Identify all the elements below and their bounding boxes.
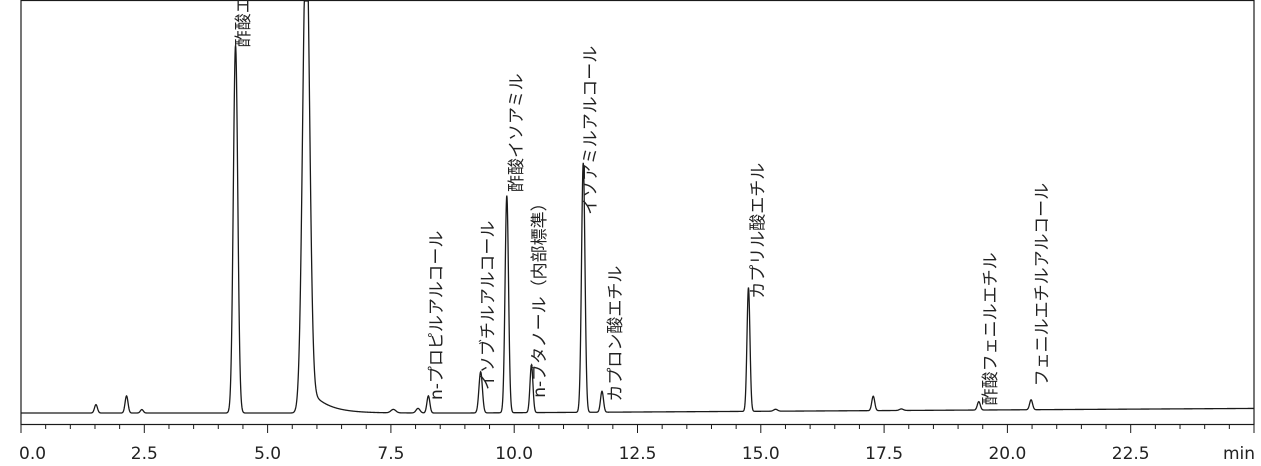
x-axis: 0.0 2.5 5.0 7.5 10.0 12.5 15.0 17.5 20.0 22.5	[19, 424, 1255, 464]
peak-label: 酢酸イソアミル	[507, 73, 527, 192]
x-tick-label: 17.5	[865, 444, 903, 464]
plot-frame	[20, 0, 1255, 426]
chromatogram-trace	[21, 0, 1254, 414]
peak-label: n-プロピルアルコール	[427, 231, 447, 400]
x-tick-label: 5.0	[254, 444, 281, 464]
peak-label: 酢酸エチル	[234, 0, 254, 47]
x-tick-label: 22.5	[1112, 444, 1150, 464]
x-tick-label: 12.5	[619, 444, 657, 464]
peak-label: カプロン酸エチル	[606, 266, 626, 402]
peak-label: n-ブタノール（内部標準）	[529, 194, 550, 397]
peak-label: イソブチルアルコール	[478, 221, 499, 391]
peak-label: 酢酸フェニルエチル	[981, 252, 1001, 405]
peak-label: イソアミルアルコール	[581, 46, 601, 215]
trace-layer	[21, 0, 1254, 414]
x-tick-label: 0.0	[19, 444, 46, 464]
x-tick-label: 7.5	[377, 444, 404, 464]
x-unit-label: min	[1223, 444, 1255, 464]
peak-label: フェニルエチルアルコール	[1032, 183, 1052, 387]
x-tick-label: 20.0	[988, 444, 1026, 464]
x-tick-label: 10.0	[495, 444, 533, 464]
x-tick-label: 15.0	[742, 444, 780, 464]
x-tick-label: 2.5	[131, 444, 158, 464]
peak-labels: 酢酸エチル n-プロピルアルコール イソブチルアルコール 酢酸イソアミルn-ブタノール…	[234, 0, 1052, 405]
peak-label: カプリル酸エチル	[748, 163, 768, 299]
